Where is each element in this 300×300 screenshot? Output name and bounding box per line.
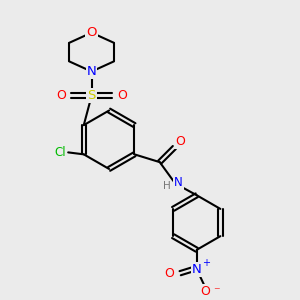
Text: O: O	[175, 135, 185, 148]
Text: O: O	[201, 285, 210, 298]
Text: O: O	[86, 26, 97, 39]
Text: +: +	[202, 259, 211, 269]
Text: O: O	[56, 89, 66, 102]
Text: S: S	[87, 89, 96, 102]
Text: O: O	[117, 89, 127, 102]
Text: ⁻: ⁻	[213, 285, 220, 298]
Text: O: O	[164, 267, 174, 280]
Text: H: H	[163, 181, 170, 190]
Text: N: N	[192, 263, 202, 276]
Text: N: N	[174, 176, 183, 189]
Text: N: N	[87, 65, 96, 78]
Text: Cl: Cl	[55, 146, 66, 159]
